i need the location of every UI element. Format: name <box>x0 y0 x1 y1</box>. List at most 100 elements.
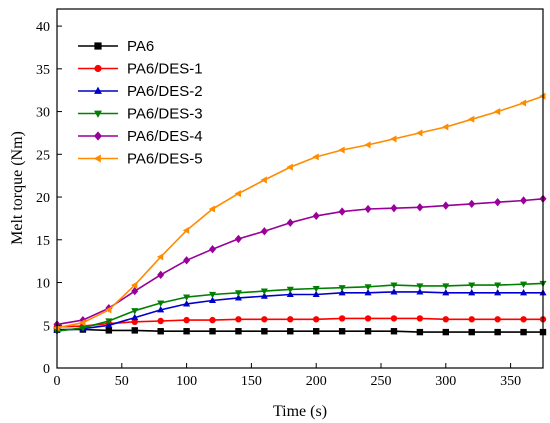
y-tick-label: 30 <box>36 106 50 121</box>
data-point <box>520 328 527 336</box>
data-point <box>53 324 60 332</box>
data-point <box>338 285 346 292</box>
data-point <box>260 292 268 299</box>
data-point <box>130 281 138 289</box>
data-point <box>416 288 424 295</box>
series-line <box>56 95 544 329</box>
legend-item: PA6/DES-2 <box>78 83 203 100</box>
data-point <box>209 296 217 304</box>
data-point <box>442 328 449 336</box>
data-point <box>79 319 86 327</box>
data-point <box>467 115 475 123</box>
data-point <box>494 288 502 296</box>
data-point <box>286 218 294 227</box>
data-point <box>286 163 293 171</box>
data-point <box>183 328 190 335</box>
data-point <box>390 282 398 289</box>
x-tick-label: 100 <box>176 374 197 389</box>
data-point <box>390 135 397 143</box>
y-tick-label: 10 <box>36 277 50 292</box>
legend-item: PA6/DES-5 <box>78 151 203 168</box>
y-tick-label: 25 <box>36 148 50 163</box>
data-point <box>338 146 345 154</box>
data-point <box>416 315 424 322</box>
data-point <box>494 328 501 336</box>
data-point <box>338 328 346 335</box>
plot-frame <box>56 8 544 369</box>
data-point <box>105 306 112 314</box>
data-point <box>364 204 372 214</box>
data-point <box>234 294 242 301</box>
data-point <box>312 285 320 293</box>
data-point <box>260 227 268 236</box>
x-tick-label: 200 <box>306 374 327 389</box>
data-point <box>493 108 501 116</box>
data-point <box>338 288 346 296</box>
data-point <box>539 92 546 100</box>
data-point <box>468 288 476 296</box>
y-tick-label: 20 <box>36 191 50 206</box>
y-tick-label: 0 <box>43 362 50 377</box>
data-point <box>235 328 242 335</box>
series-0 <box>53 326 547 336</box>
data-point <box>416 203 424 212</box>
data-point <box>468 316 475 323</box>
legend-label: PA6/DES-4 <box>127 128 203 145</box>
data-point <box>520 288 528 296</box>
legend-item: PA6/DES-3 <box>78 106 203 123</box>
x-tick-label: 50 <box>115 374 129 389</box>
data-point <box>131 308 139 315</box>
data-point <box>234 190 241 198</box>
data-point <box>312 153 319 161</box>
data-point <box>131 313 139 321</box>
data-point <box>209 328 216 335</box>
y-axis: 0 5 10 15 20 25 30 35 40 <box>36 20 62 377</box>
data-point <box>338 207 346 216</box>
data-point <box>364 288 372 296</box>
data-point <box>260 288 268 295</box>
data-point <box>131 327 138 334</box>
data-point <box>390 328 398 335</box>
data-point <box>105 318 113 325</box>
data-point <box>390 315 398 322</box>
data-point <box>442 283 450 290</box>
legend-label: PA6/DES-1 <box>127 61 203 78</box>
data-point <box>313 328 320 335</box>
data-point <box>520 281 528 289</box>
y-tick-label: 40 <box>36 20 50 35</box>
data-point <box>105 327 113 334</box>
data-point <box>390 288 398 295</box>
data-point <box>260 176 267 184</box>
data-point <box>364 328 372 335</box>
legend-marker <box>94 131 102 141</box>
data-point <box>234 234 242 244</box>
plot-area <box>53 92 547 336</box>
data-point <box>468 282 476 289</box>
data-point <box>157 270 165 279</box>
data-point <box>312 290 320 298</box>
x-tick-label: 250 <box>371 374 392 389</box>
data-point <box>519 99 527 107</box>
legend-item: PA6/DES-1 <box>78 61 203 78</box>
legend-label: PA6/DES-3 <box>127 106 203 123</box>
data-point <box>183 300 191 307</box>
data-point <box>364 315 372 322</box>
y-tick-label: 35 <box>36 63 50 78</box>
data-point <box>442 288 450 296</box>
data-point <box>441 123 449 131</box>
series-line <box>57 328 543 333</box>
y-axis-title: Melt torque (Nm) <box>9 131 26 245</box>
data-point <box>494 282 502 289</box>
data-point <box>468 199 476 209</box>
data-point <box>131 318 138 326</box>
x-tick-label: 350 <box>500 374 521 389</box>
data-point <box>131 286 139 296</box>
data-point <box>313 316 320 323</box>
series-3 <box>53 280 547 336</box>
data-point <box>520 196 528 205</box>
legend-item: PA6/DES-4 <box>78 128 203 145</box>
data-point <box>287 328 294 335</box>
legend-marker <box>94 42 102 50</box>
legend-label: PA6/DES-2 <box>127 83 203 100</box>
